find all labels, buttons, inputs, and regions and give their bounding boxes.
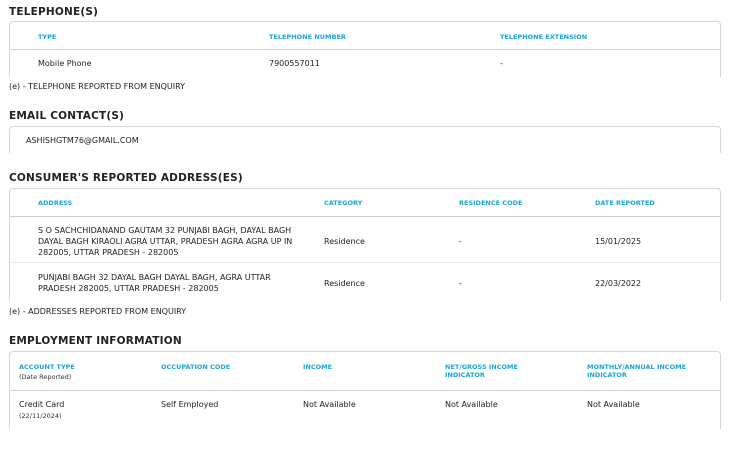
th-date-reported: DATE REPORTED xyxy=(595,199,655,207)
address-category: Residence xyxy=(324,279,365,288)
address-category: Residence xyxy=(324,237,365,246)
addresses-note: (e) - ADDRESSES REPORTED FROM ENQUIRY xyxy=(9,307,187,316)
employment-account-type: Credit Card xyxy=(19,400,65,409)
emails-box: ASHISHGTM76@GMAIL.COM xyxy=(9,126,721,153)
th-date-reported-sub: (Date Reported) xyxy=(19,373,72,381)
telephone-number: 7900557011 xyxy=(269,59,320,68)
employment-date: (22/11/2024) xyxy=(19,412,62,420)
telephones-table: TYPE TELEPHONE NUMBER TELEPHONE EXTENSIO… xyxy=(9,21,721,77)
th-net-gross: NET/GROSS INCOME INDICATOR xyxy=(445,363,518,379)
th-telephone-number: TELEPHONE NUMBER xyxy=(269,33,346,41)
th-account-type: ACCOUNT TYPE xyxy=(19,363,75,371)
employment-income: Not Available xyxy=(303,400,356,409)
telephone-extension: - xyxy=(500,59,503,68)
email-item: ASHISHGTM76@GMAIL.COM xyxy=(26,136,139,145)
telephones-title: TELEPHONE(S) xyxy=(9,6,99,18)
th-telephone-extension: TELEPHONE EXTENSION xyxy=(500,33,588,41)
address-text: S O SACHCHIDANAND GAUTAM 32 PUNJABI BAGH… xyxy=(38,226,293,257)
employment-table: ACCOUNT TYPE (Date Reported) OCCUPATION … xyxy=(9,351,721,429)
th-address: ADDRESS xyxy=(38,199,73,207)
employment-monthly-annual: Not Available xyxy=(587,400,640,409)
address-residence-code: - xyxy=(459,237,462,246)
telephone-type: Mobile Phone xyxy=(38,59,92,68)
th-category: CATEGORY xyxy=(324,199,363,207)
th-income: INCOME xyxy=(303,363,333,371)
th-type: TYPE xyxy=(38,33,57,41)
th-residence-code: RESIDENCE CODE xyxy=(459,199,523,207)
address-date: 22/03/2022 xyxy=(595,279,642,288)
th-monthly-annual: MONTHLY/ANNUAL INCOME INDICATOR xyxy=(587,363,687,379)
employment-occupation: Self Employed xyxy=(161,400,219,409)
th-occupation-code: OCCUPATION CODE xyxy=(161,363,231,371)
employment-title: EMPLOYMENT INFORMATION xyxy=(9,335,182,347)
employment-net-gross: Not Available xyxy=(445,400,498,409)
telephones-note: (e) - TELEPHONE REPORTED FROM ENQUIRY xyxy=(9,82,186,91)
address-date: 15/01/2025 xyxy=(595,237,642,246)
addresses-title: CONSUMER'S REPORTED ADDRESS(ES) xyxy=(9,172,243,184)
emails-title: EMAIL CONTACT(S) xyxy=(9,110,125,122)
address-residence-code: - xyxy=(459,279,462,288)
address-text: PUNJABI BAGH 32 DAYAL BAGH DAYAL BAGH, A… xyxy=(38,273,271,293)
addresses-table: ADDRESS CATEGORY RESIDENCE CODE DATE REP… xyxy=(9,188,721,301)
